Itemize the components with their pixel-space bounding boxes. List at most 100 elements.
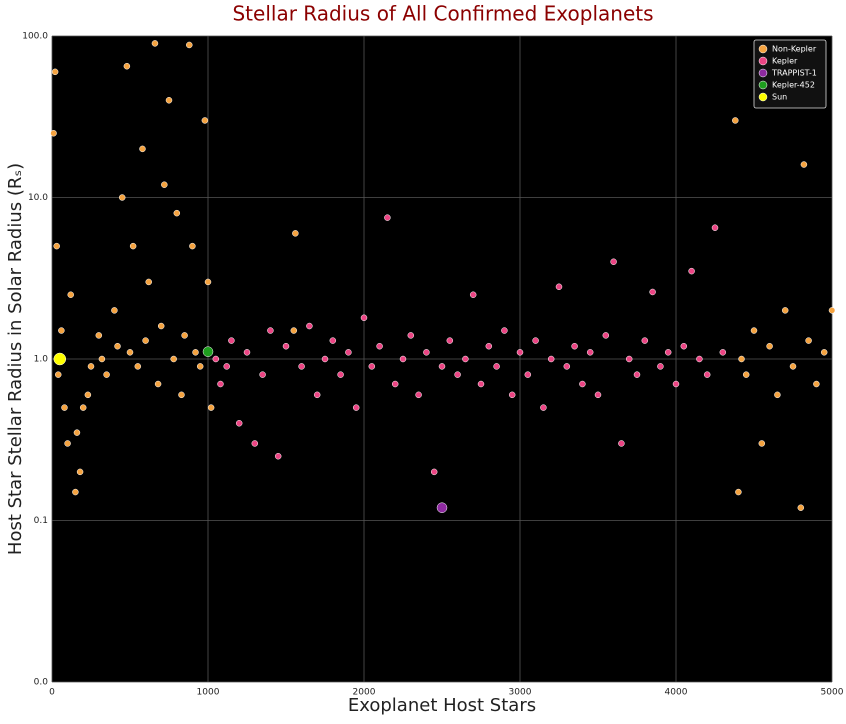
data-point (477, 380, 485, 388)
x-tick-label: 3000 (509, 688, 532, 698)
data-point (508, 391, 516, 399)
data-point (76, 468, 84, 476)
data-point (134, 363, 142, 370)
data-point (207, 404, 215, 411)
data-point (399, 355, 407, 363)
data-point (579, 380, 586, 388)
data-point (103, 371, 110, 378)
data-point (820, 349, 828, 356)
data-point (251, 440, 259, 447)
data-point (602, 332, 610, 339)
data-point (462, 355, 469, 363)
data-point (54, 371, 62, 378)
data-point (732, 117, 739, 124)
data-point (547, 355, 555, 363)
data-point (202, 346, 214, 357)
data-point (123, 62, 131, 70)
data-point (774, 391, 781, 399)
data-point (516, 349, 524, 356)
data-point (196, 363, 204, 370)
legend-label: Kepler (772, 57, 798, 66)
data-point (321, 355, 329, 363)
data-point (563, 363, 571, 370)
data-point (738, 355, 745, 363)
data-point (306, 322, 313, 330)
data-point (95, 332, 103, 339)
data-point (469, 291, 477, 298)
x-tick-label: 1000 (197, 688, 220, 698)
data-point (633, 371, 641, 378)
data-point (204, 278, 212, 286)
data-point (649, 288, 656, 296)
data-point (142, 337, 149, 344)
data-point (87, 363, 95, 370)
data-point (186, 41, 193, 49)
data-point (758, 440, 766, 447)
data-point (540, 404, 547, 411)
data-point (53, 352, 67, 366)
data-point (454, 371, 461, 378)
data-point (571, 342, 578, 350)
data-point (415, 391, 422, 399)
legend-label: Kepler-452 (772, 81, 815, 90)
data-point (407, 332, 415, 339)
x-tick-label: 2000 (353, 688, 376, 698)
data-point (173, 209, 181, 217)
data-point (657, 363, 664, 370)
data-point (735, 488, 742, 496)
legend: Non-Kepler Kepler TRAPPIST-1 Kepler-452 Sun (753, 39, 827, 109)
x-tick-label: 0 (49, 688, 55, 698)
data-point (98, 355, 106, 363)
data-point (58, 327, 65, 334)
x-tick-label: 4000 (665, 688, 688, 698)
data-point (129, 242, 137, 250)
y-tick-label: 1.0 (34, 355, 49, 365)
data-point (345, 349, 352, 356)
legend-marker (758, 44, 768, 54)
y-tick-label: 0.1 (34, 516, 48, 526)
data-point (84, 391, 92, 399)
data-point (766, 342, 773, 350)
data-point (235, 420, 243, 427)
data-point (672, 380, 680, 388)
legend-marker (758, 56, 768, 66)
data-point (360, 314, 368, 322)
data-point (828, 307, 836, 314)
y-tick-label: 10.0 (28, 193, 48, 203)
data-point (789, 363, 797, 370)
data-point (118, 194, 126, 201)
data-point (50, 129, 57, 137)
data-point (368, 363, 376, 370)
data-point (51, 68, 59, 76)
data-point (189, 242, 196, 250)
data-point (151, 40, 159, 47)
y-tick-label: 0.0 (34, 678, 49, 688)
data-point (664, 349, 672, 356)
data-point (688, 267, 695, 275)
data-point (781, 307, 789, 314)
data-point (594, 391, 602, 399)
legend-label: Non-Kepler (772, 45, 817, 54)
data-point (610, 258, 617, 266)
data-point (274, 452, 282, 460)
data-point (165, 97, 173, 104)
data-point (805, 337, 812, 344)
data-point (696, 355, 703, 363)
data-point (376, 342, 383, 350)
data-point (126, 349, 134, 356)
data-point (555, 283, 563, 291)
data-point (313, 391, 321, 399)
data-point (501, 327, 508, 334)
data-point (524, 371, 532, 378)
data-point (243, 349, 251, 356)
data-point (181, 332, 188, 339)
data-point (352, 404, 360, 411)
data-point (67, 291, 74, 298)
data-point (228, 337, 235, 344)
x-axis-label: Exoplanet Host Stars (348, 695, 536, 716)
data-point (73, 429, 81, 436)
data-point (192, 349, 199, 356)
data-point (139, 145, 146, 153)
data-point (430, 468, 438, 476)
legend-marker (758, 92, 768, 102)
